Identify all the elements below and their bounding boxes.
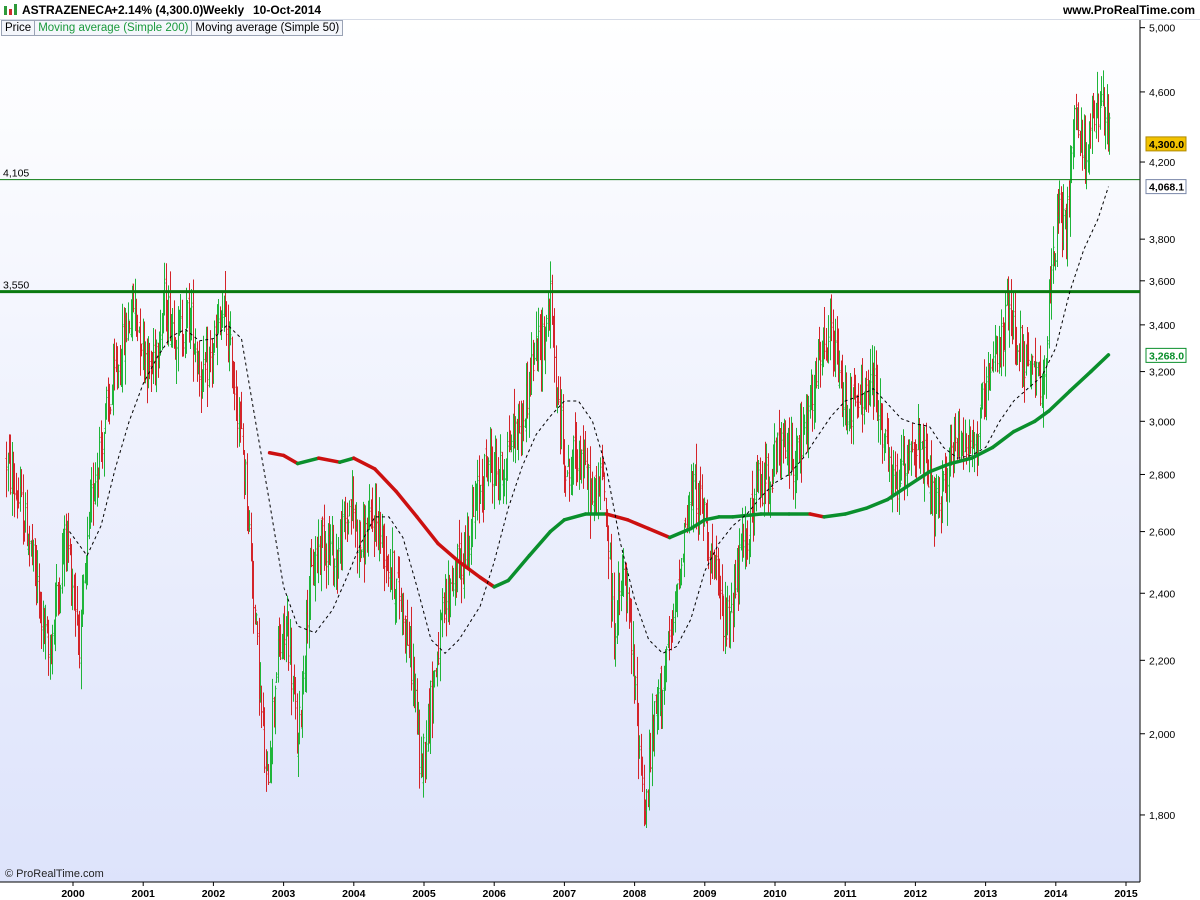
- ma200-segment: [415, 515, 440, 546]
- ma200-segment: [492, 578, 510, 589]
- y-tick-label: 2,200: [1149, 655, 1175, 667]
- ma200-segment: [281, 453, 300, 466]
- ma200-segment: [548, 518, 567, 534]
- ma200-badge-label: 3,268.0: [1149, 350, 1184, 362]
- ma200-segment: [295, 456, 321, 466]
- instrument-name: ASTRAZENECA: [22, 3, 113, 17]
- ma200-segment: [843, 506, 869, 516]
- ma200-segment: [316, 456, 342, 464]
- price-change: +2.14% (4,300.0): [111, 3, 204, 17]
- last-price-badge: [1145, 136, 1187, 152]
- ma200-segment: [394, 489, 419, 519]
- ma200-line: [267, 353, 1111, 589]
- y-tick-label: 1,800: [1149, 810, 1175, 822]
- x-tick-label: 2015: [1114, 888, 1138, 900]
- x-tick-label: 2012: [904, 888, 928, 900]
- ma200-segment: [906, 469, 932, 488]
- x-tick-label: 2008: [623, 888, 647, 900]
- y-tick-label: 2,400: [1149, 588, 1175, 600]
- y-tick-label: 3,400: [1149, 320, 1175, 332]
- ma200-segment: [646, 526, 672, 540]
- y-tick-label: 2,800: [1149, 469, 1175, 481]
- ma200-segment: [808, 512, 826, 519]
- y-tick-label: 4,600: [1149, 87, 1175, 99]
- x-tick-label: 2011: [834, 888, 857, 900]
- indicator-legend: Price Moving average (Simple 200) Moving…: [1, 20, 344, 36]
- x-tick-label: 2006: [483, 888, 507, 900]
- ma200-segment: [1068, 369, 1093, 393]
- price-chart[interactable]: 4,105 3,550 1,800 2,000 2,200 2,400 2,600 2,80…: [0, 20, 1200, 900]
- ma200-segment: [338, 456, 356, 464]
- ma200-segment: [562, 512, 588, 522]
- ma200-segment: [731, 512, 763, 519]
- horizontal-lines: 4,105 3,550: [0, 168, 1140, 294]
- legend-ma200[interactable]: Moving average (Simple 200): [34, 20, 193, 36]
- ma200-segment: [927, 461, 953, 474]
- x-tick-label: 2007: [553, 888, 577, 900]
- ma200-segment: [822, 512, 847, 519]
- ma50-line: [69, 186, 1109, 655]
- hline-label: 3,550: [3, 280, 29, 292]
- chart-header: ASTRAZENECA +2.14% (4,300.0) Weekly 10-O…: [0, 0, 1200, 20]
- legend-price[interactable]: Price: [1, 20, 36, 36]
- ma200-segment: [527, 529, 553, 558]
- ma200-segment: [1089, 353, 1111, 374]
- ma200-segment: [604, 512, 630, 522]
- period-label: Weekly: [203, 3, 245, 17]
- y-tick-label: 3,000: [1149, 416, 1175, 428]
- ma200-segment: [948, 456, 974, 466]
- hline-label: 4,105: [3, 168, 29, 180]
- legend-ma50[interactable]: Moving average (Simple 50): [191, 20, 344, 36]
- y-axis: 1,800 2,000 2,200 2,400 2,600 2,800 3,000 3,200…: [1140, 23, 1175, 822]
- x-tick-label: 2005: [412, 888, 436, 900]
- x-tick-label: 2010: [763, 888, 787, 900]
- ma200-segment: [990, 429, 1016, 450]
- y-tick-label: 3,600: [1149, 276, 1175, 288]
- ma200-segment: [506, 553, 532, 583]
- ma200-segment: [667, 526, 693, 540]
- y-tick-label: 5,000: [1149, 23, 1175, 35]
- x-tick-label: 2002: [202, 888, 226, 900]
- copyright-watermark: © ProRealTime.com: [5, 868, 104, 880]
- ma200-segment: [969, 445, 995, 460]
- y-tick-label: 3,200: [1149, 367, 1175, 379]
- ma200-segment: [703, 515, 721, 522]
- x-tick-label: 2001: [132, 888, 156, 900]
- x-tick-label: 2003: [272, 888, 296, 900]
- ma200-segment: [864, 497, 890, 510]
- ma200-segment: [478, 575, 496, 589]
- x-tick-label: 2014: [1044, 888, 1068, 900]
- x-tick-label: 2009: [693, 888, 717, 900]
- ma200-segment: [1032, 409, 1051, 424]
- site-link[interactable]: www.ProRealTime.com: [1062, 3, 1195, 17]
- ma200-segment: [1047, 389, 1072, 413]
- ma200-segment: [885, 483, 911, 502]
- ma200-segment: [436, 541, 461, 564]
- y-tick-label: 4,200: [1149, 157, 1175, 169]
- x-tick-label: 2000: [61, 888, 85, 900]
- ma200-segment: [1011, 419, 1037, 434]
- value-badges: 4,300.0 4,068.1 3,268.0: [1145, 136, 1187, 363]
- chart-icon: [4, 4, 17, 15]
- ma50-badge-label: 4,068.1: [1149, 182, 1184, 194]
- ma200-segment: [373, 467, 398, 493]
- x-tick-label: 2013: [974, 888, 998, 900]
- ma200-segment: [689, 518, 707, 531]
- last-price-badge-label: 4,300.0: [1149, 139, 1184, 151]
- x-tick-label: 2004: [342, 888, 366, 900]
- y-tick-label: 2,600: [1149, 527, 1175, 539]
- ma200-segment: [625, 518, 651, 531]
- y-tick-label: 3,800: [1149, 234, 1175, 246]
- ma200-segment: [267, 451, 286, 458]
- ma200-segment: [352, 456, 377, 471]
- ma200-segment: [457, 560, 482, 580]
- date-label: 10-Oct-2014: [253, 3, 322, 17]
- x-axis: 2000 2001 2002 2003 2004 2005 2006 2007 2008 2009…: [61, 882, 1138, 900]
- x-axis-panel: [0, 882, 1200, 900]
- ma50-badge: [1145, 179, 1187, 195]
- ma200-badge: [1145, 347, 1187, 363]
- y-tick-label: 2,000: [1149, 729, 1175, 741]
